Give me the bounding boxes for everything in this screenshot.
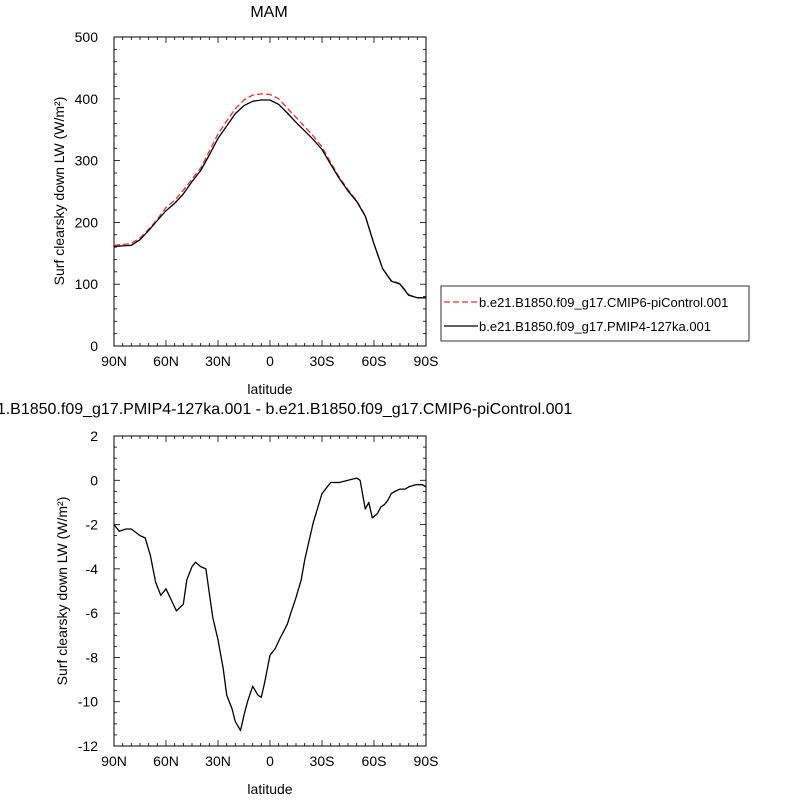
- top-y-tick-label: 200: [75, 214, 99, 230]
- top-y-tick-label: 500: [75, 29, 99, 45]
- top-x-tick-label: 90N: [101, 353, 127, 369]
- bottom-y-tick-label: 0: [90, 472, 98, 488]
- top-axis-ticks: [113, 36, 427, 347]
- top-series-group: [113, 93, 426, 299]
- bottom-x-tick-label: 90N: [101, 753, 127, 769]
- top-x-tick-label: 90S: [414, 353, 439, 369]
- top-x-tick-label: 30N: [205, 353, 231, 369]
- top-x-tick-label: 60N: [153, 353, 179, 369]
- bottom-axis-ticks: [113, 435, 427, 747]
- top-x-tick-label: 60S: [362, 353, 387, 369]
- bottom-x-tick-label: 90S: [414, 753, 439, 769]
- bottom-y-tick-label: -4: [86, 561, 99, 577]
- bottom-y-axis-label: Surf clearsky down LW (W/m²): [54, 497, 70, 686]
- top-series-line-2: [113, 99, 426, 299]
- bottom-series-line-1: [113, 477, 427, 732]
- legend: b.e21.B1850.f09_g17.CMIP6-piControl.001 …: [440, 285, 750, 342]
- bottom-x-tick-label: 60S: [362, 753, 387, 769]
- top-x-tick-label: 30S: [310, 353, 335, 369]
- bottom-x-tick-label: 0: [266, 753, 274, 769]
- bottom-x-tick-label: 30S: [310, 753, 335, 769]
- bottom-x-tick-label: 60N: [153, 753, 179, 769]
- top-x-tick-label: 0: [266, 353, 274, 369]
- bottom-plot-frame: [113, 435, 427, 747]
- top-y-tick-label: 300: [75, 153, 99, 169]
- bottom-y-tick-label: -8: [86, 649, 99, 665]
- bottom-x-axis-label: latitude: [247, 781, 292, 797]
- top-y-axis-label: Surf clearsky down LW (W/m²): [51, 97, 67, 286]
- top-chart-panel: MAM 90N 60N 30N 0 30S 60S 90S 0 100 200 300 400 500…: [51, 4, 750, 397]
- bottom-y-tick-label: 2: [90, 428, 98, 444]
- legend-label-cmip6-picontrol: b.e21.B1850.f09_g17.CMIP6-piControl.001: [479, 295, 728, 310]
- legend-box: [440, 285, 750, 342]
- bottom-y-tick-label: -12: [78, 738, 98, 754]
- bottom-y-tick-label: -2: [86, 517, 99, 533]
- top-y-tick-labels: 0 100 200 300 400 500: [75, 29, 99, 354]
- top-x-tick-labels: 90N 60N 30N 0 30S 60S 90S: [101, 353, 438, 369]
- bottom-y-tick-labels: -12 -10 -8 -6 -4 -2 0 2: [78, 428, 98, 754]
- top-x-axis-label: latitude: [247, 381, 292, 397]
- bottom-y-tick-label: -6: [86, 605, 99, 621]
- top-y-tick-label: 100: [75, 276, 99, 292]
- top-plot-frame: [113, 36, 427, 347]
- top-chart-title: MAM: [250, 4, 287, 21]
- legend-label-pmip4-127ka: b.e21.B1850.f09_g17.PMIP4-127ka.001: [479, 319, 711, 334]
- bottom-chart-panel: b.e21.B1850.f09_g17.PMIP4-127ka.001 - b.…: [0, 401, 572, 797]
- bottom-y-tick-label: -10: [78, 694, 98, 710]
- bottom-x-tick-label: 30N: [205, 753, 231, 769]
- bottom-series-group: [113, 477, 427, 732]
- top-series-line-1: [113, 93, 426, 299]
- bottom-x-tick-labels: 90N 60N 30N 0 30S 60S 90S: [101, 753, 438, 769]
- top-y-tick-label: 0: [90, 338, 98, 354]
- top-y-tick-label: 400: [75, 91, 99, 107]
- bottom-chart-title: b.e21.B1850.f09_g17.PMIP4-127ka.001 - b.…: [0, 401, 572, 418]
